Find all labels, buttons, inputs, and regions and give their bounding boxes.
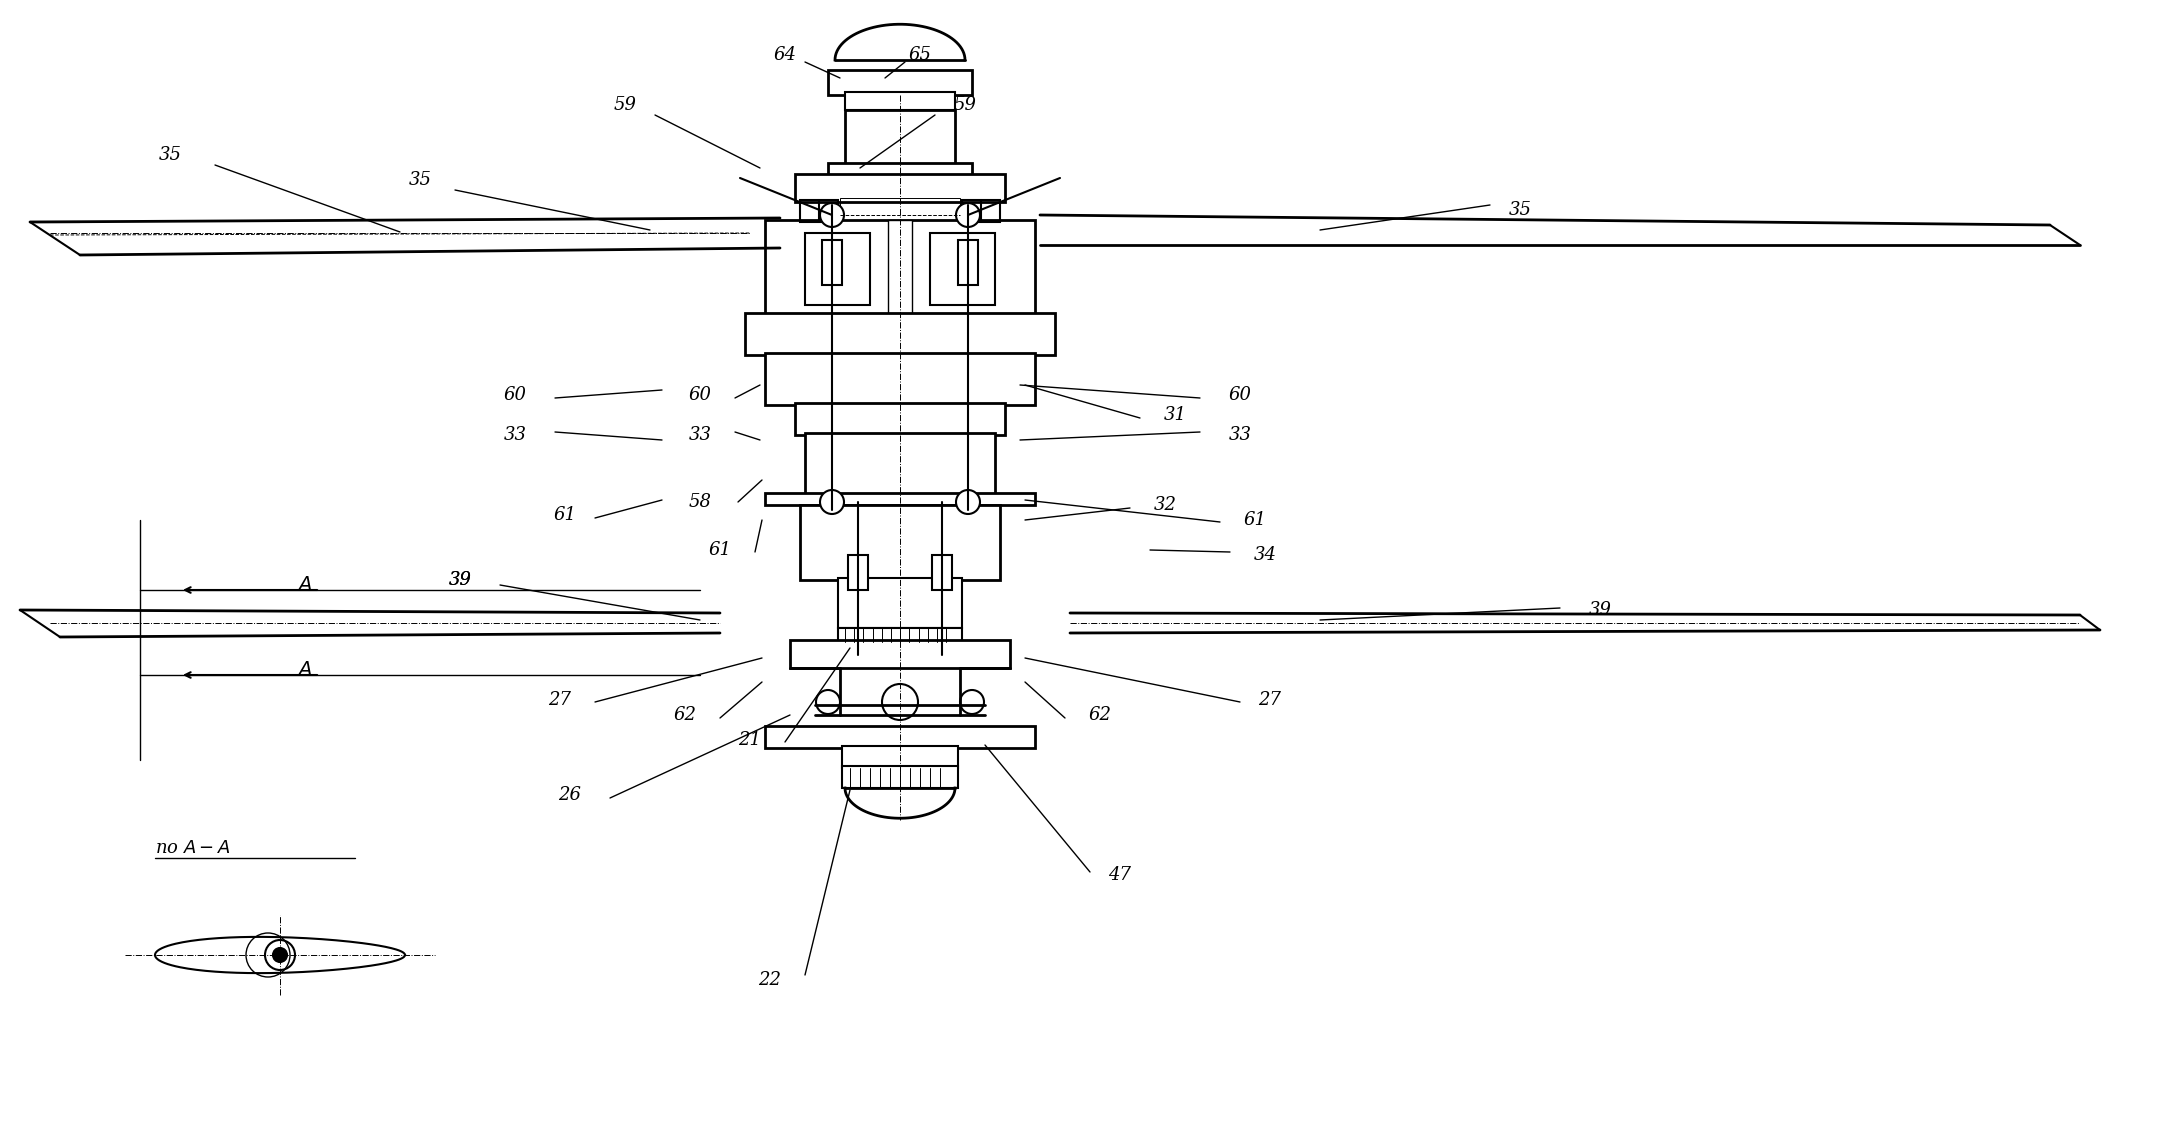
Text: 35: 35 xyxy=(409,171,431,189)
Bar xyxy=(829,163,973,178)
Text: 39: 39 xyxy=(1588,601,1612,619)
Bar xyxy=(842,766,957,788)
Bar xyxy=(844,109,955,165)
Bar xyxy=(744,314,1055,355)
Bar xyxy=(801,505,1001,580)
Text: 32: 32 xyxy=(1153,496,1177,514)
Text: 33: 33 xyxy=(688,426,712,443)
Bar xyxy=(794,174,1005,202)
Text: 64: 64 xyxy=(772,46,796,64)
Text: 35: 35 xyxy=(1508,201,1532,219)
Text: 33: 33 xyxy=(503,426,527,443)
Text: 22: 22 xyxy=(759,971,781,990)
Text: 31: 31 xyxy=(1164,406,1186,424)
Bar xyxy=(957,241,977,285)
Bar xyxy=(844,92,955,109)
Text: 59: 59 xyxy=(614,96,638,114)
Text: 58: 58 xyxy=(688,492,712,511)
Text: 59: 59 xyxy=(953,96,977,114)
Bar xyxy=(766,220,1036,315)
Text: 39: 39 xyxy=(448,571,472,589)
Text: 62: 62 xyxy=(1088,706,1112,724)
Text: 61: 61 xyxy=(1242,511,1266,529)
Bar xyxy=(766,492,1036,505)
Text: 61: 61 xyxy=(553,506,577,524)
Text: 33: 33 xyxy=(1229,426,1251,443)
Bar xyxy=(823,241,842,285)
Bar xyxy=(838,628,962,642)
Bar xyxy=(805,233,870,306)
Circle shape xyxy=(816,690,840,714)
Text: $A$: $A$ xyxy=(298,576,313,594)
Text: 39: 39 xyxy=(448,571,472,589)
Bar xyxy=(790,640,1010,668)
Text: 26: 26 xyxy=(559,785,581,804)
Circle shape xyxy=(955,203,979,227)
Bar xyxy=(766,726,1036,748)
Text: по $A-A$: по $A-A$ xyxy=(154,839,231,857)
Text: 60: 60 xyxy=(1229,386,1251,404)
Bar xyxy=(805,433,994,495)
Bar xyxy=(838,578,962,628)
Bar xyxy=(794,404,1005,435)
Bar xyxy=(766,353,1036,405)
Text: 27: 27 xyxy=(1258,691,1282,709)
Text: $A$: $A$ xyxy=(298,661,313,679)
Circle shape xyxy=(272,948,287,962)
Text: 62: 62 xyxy=(675,706,696,724)
Bar xyxy=(962,200,1001,222)
Circle shape xyxy=(960,690,984,714)
Circle shape xyxy=(881,684,918,720)
Text: 21: 21 xyxy=(738,731,762,749)
Text: 61: 61 xyxy=(709,542,731,559)
Text: 35: 35 xyxy=(159,146,181,164)
Bar xyxy=(840,198,960,230)
Bar xyxy=(849,555,868,591)
Text: 60: 60 xyxy=(688,386,712,404)
Circle shape xyxy=(820,203,844,227)
Bar xyxy=(929,233,994,306)
Bar xyxy=(829,70,973,95)
Text: 27: 27 xyxy=(548,691,572,709)
Bar xyxy=(801,200,838,222)
Bar xyxy=(931,555,951,591)
Text: 47: 47 xyxy=(1108,866,1132,884)
Bar xyxy=(888,220,912,315)
Bar xyxy=(842,746,957,768)
Circle shape xyxy=(955,490,979,514)
Circle shape xyxy=(820,490,844,514)
Text: 65: 65 xyxy=(910,46,931,64)
Text: 34: 34 xyxy=(1253,546,1277,564)
Text: 60: 60 xyxy=(503,386,527,404)
